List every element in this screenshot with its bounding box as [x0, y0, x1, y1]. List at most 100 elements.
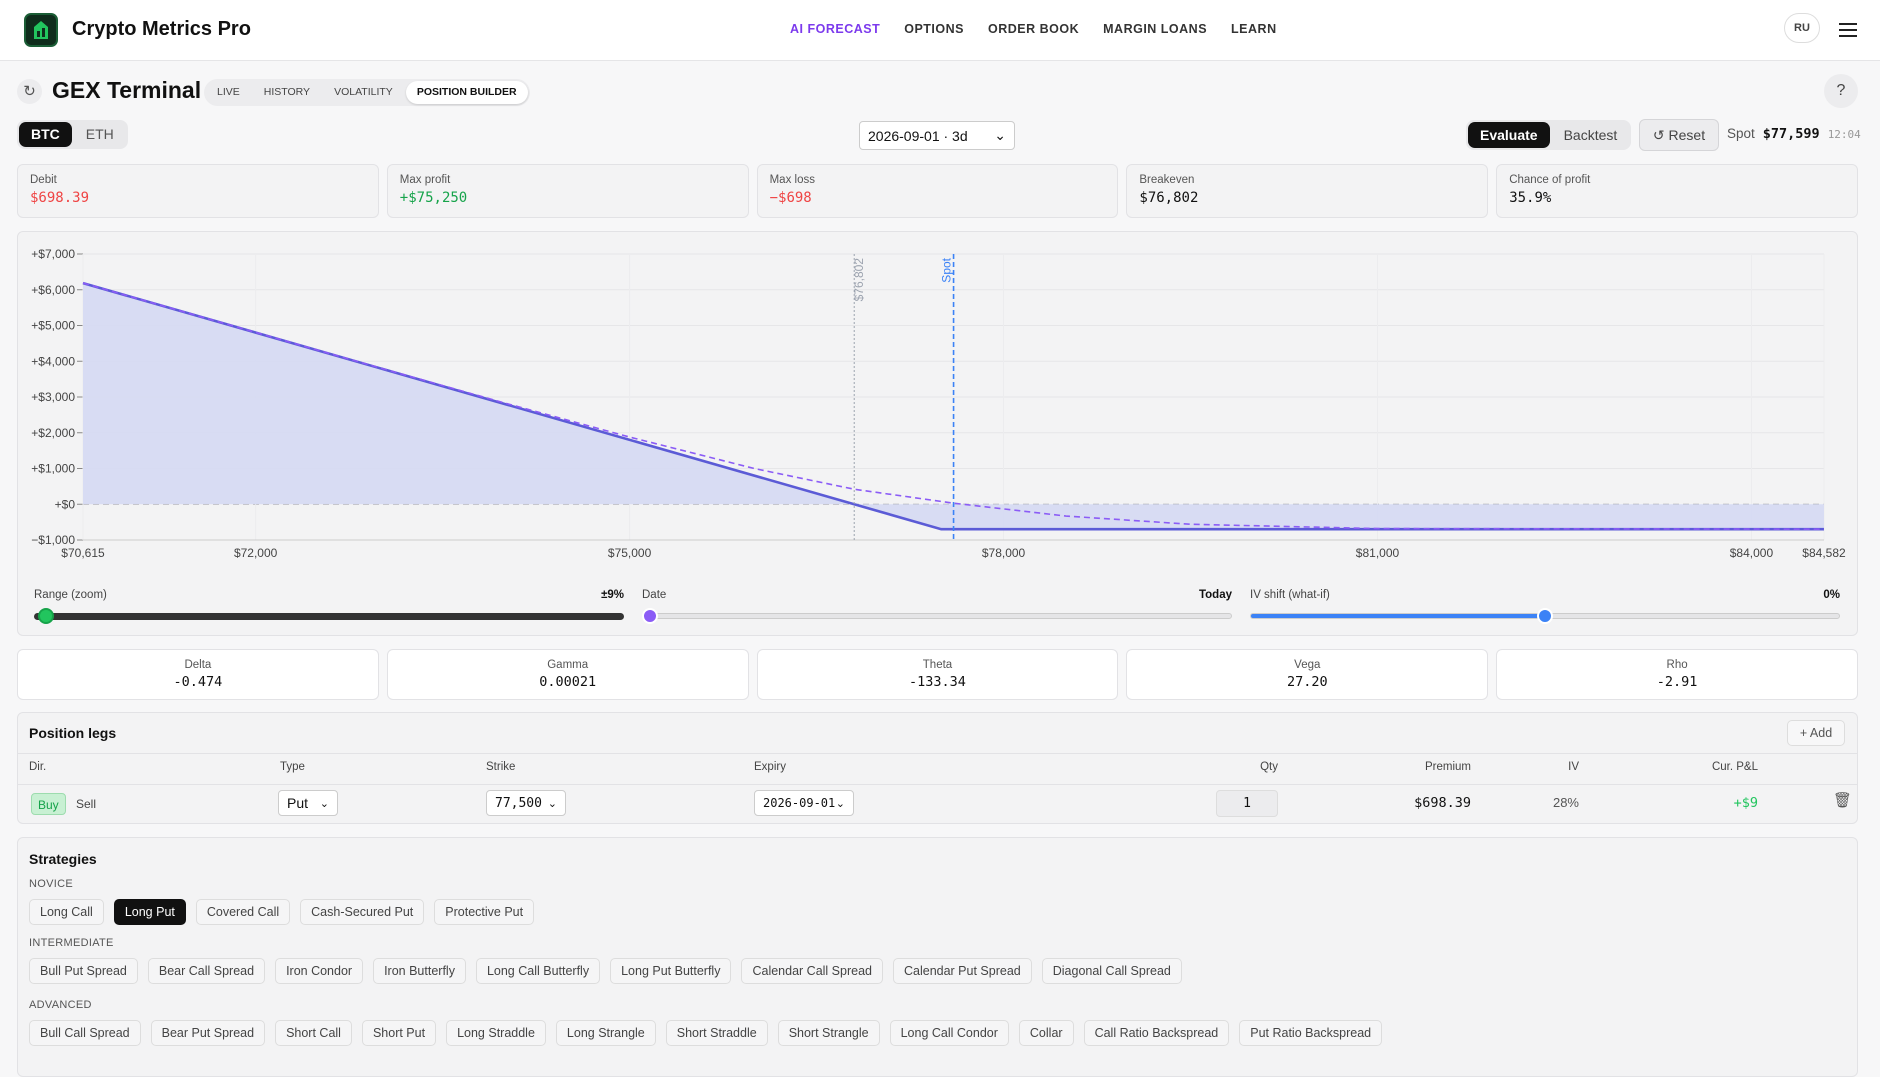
greek-label: Rho: [1666, 659, 1688, 671]
type-select[interactable]: Put ⌄: [278, 790, 338, 816]
reset-button[interactable]: ↺ Reset: [1639, 119, 1719, 151]
strategy-button[interactable]: Long Put: [113, 899, 186, 925]
nav-item[interactable]: AI FORECAST: [790, 22, 881, 36]
strategy-button[interactable]: Call Ratio Backspread: [1083, 1020, 1230, 1046]
strategy-button[interactable]: Bear Call Spread: [147, 958, 266, 984]
premium: $698.39: [1414, 795, 1471, 811]
nav-item[interactable]: ORDER BOOK: [988, 22, 1080, 36]
metric-value: $698.39: [30, 190, 90, 206]
slider-label: Range (zoom): [34, 589, 107, 601]
strategy-button[interactable]: Short Put: [361, 1020, 437, 1046]
asset-option[interactable]: BTC: [19, 122, 72, 147]
strike-select[interactable]: 77,500 ⌄: [486, 790, 566, 816]
strategy-button[interactable]: Covered Call: [195, 899, 291, 925]
strategy-button[interactable]: Collar: [1018, 1020, 1074, 1046]
greek-card: Rho -2.91: [1496, 649, 1858, 700]
slider-thumb[interactable]: [38, 608, 54, 624]
mode-option[interactable]: Backtest: [1563, 127, 1618, 143]
column-header: Expiry: [754, 761, 786, 773]
menu-icon[interactable]: [1836, 18, 1860, 42]
strategy-button[interactable]: Long Call Butterfly: [475, 958, 601, 984]
y-tick-label: +$3,000: [31, 390, 75, 404]
strategy-button[interactable]: Diagonal Call Spread: [1041, 958, 1182, 984]
column-header: Qty: [1260, 761, 1278, 773]
nav-item[interactable]: OPTIONS: [904, 22, 964, 36]
metric-card: Max loss −$698: [756, 164, 1119, 218]
nav-item[interactable]: MARGIN LOANS: [1103, 22, 1208, 36]
metric-label: Breakeven: [1139, 174, 1195, 186]
asset-toggle: BTC ETH: [17, 120, 128, 149]
strike-value: 77,500: [495, 795, 542, 811]
asset-option[interactable]: ETH: [85, 126, 114, 142]
strategy-button[interactable]: Calendar Call Spread: [741, 958, 883, 984]
logo[interactable]: [24, 13, 58, 47]
slider-thumb[interactable]: [1537, 608, 1553, 624]
tab[interactable]: POSITION BUILDER: [405, 81, 528, 104]
strategy-button[interactable]: Long Call Condor: [889, 1020, 1009, 1046]
greek-label: Delta: [184, 659, 212, 671]
column-header: Cur. P&L: [1711, 761, 1758, 773]
spot-label: Spot: [1727, 126, 1755, 141]
spot: Spot $77,599 12:04: [1727, 126, 1861, 142]
strategy-button[interactable]: Iron Condor: [275, 958, 364, 984]
mode-option[interactable]: Evaluate: [1468, 122, 1550, 148]
strategy-button[interactable]: Long Straddle: [446, 1020, 546, 1046]
nav-item[interactable]: LEARN: [1231, 22, 1277, 36]
greek-card: Vega 27.20: [1126, 649, 1489, 700]
strategy-button[interactable]: Iron Butterfly: [373, 958, 466, 984]
strategy-button[interactable]: Bull Put Spread: [29, 958, 138, 984]
page-title: GEX Terminal: [52, 77, 202, 103]
metric-card: Max profit +$75,250: [386, 164, 749, 218]
slider-thumb[interactable]: [642, 608, 658, 624]
strategy-button[interactable]: Calendar Put Spread: [892, 958, 1032, 984]
strategy-button[interactable]: Short Call: [275, 1020, 352, 1046]
header-bar: [0, 0, 1880, 61]
refresh-button[interactable]: ↻: [17, 79, 42, 104]
delete-button[interactable]: 🗑: [1833, 792, 1853, 809]
strategy-button[interactable]: Long Strangle: [555, 1020, 656, 1046]
caret: ⌄: [319, 797, 329, 810]
y-tick-label: +$0: [55, 497, 76, 511]
y-tick-label: +$1,000: [31, 462, 75, 476]
strategy-button[interactable]: Protective Put: [434, 899, 535, 925]
y-tick-label: +$6,000: [31, 283, 75, 297]
slider-track[interactable]: [642, 613, 1232, 619]
slider-track[interactable]: [34, 613, 624, 620]
expiry-select[interactable]: 2026-09-01 · 3d ⌄: [859, 121, 1015, 150]
qty-input[interactable]: 1: [1216, 790, 1278, 817]
strategy-button[interactable]: Bear Put Spread: [150, 1020, 266, 1046]
strategy-button[interactable]: Bull Call Spread: [29, 1020, 141, 1046]
strategy-button[interactable]: Put Ratio Backspread: [1239, 1020, 1383, 1046]
metric-label: Max loss: [769, 174, 815, 186]
x-tick-label: $81,000: [1356, 546, 1400, 560]
expiry-select[interactable]: 2026-09-01 ⌄: [754, 790, 854, 816]
dir-option[interactable]: Buy: [31, 793, 66, 815]
add-label: Add: [1809, 726, 1833, 740]
iv: 28%: [1552, 795, 1579, 810]
y-tick-label: +$4,000: [31, 354, 75, 368]
type-value: Put: [287, 795, 309, 811]
strategy-button[interactable]: Cash-Secured Put: [300, 899, 425, 925]
payoff-chart: −$1,000 +$0 +$1,000 +$2,000 +$3,000 +$4,000 +$…: [31, 247, 1846, 560]
tab[interactable]: HISTORY: [263, 86, 311, 98]
tab[interactable]: LIVE: [217, 86, 240, 98]
slider-label: Date: [642, 589, 667, 601]
strategy-button[interactable]: Long Call: [29, 899, 104, 925]
metric-label: Max profit: [399, 174, 451, 186]
dir-option[interactable]: Sell: [76, 797, 97, 811]
metric-value: −$698: [769, 190, 812, 206]
tab[interactable]: VOLATILITY: [334, 86, 393, 98]
strategy-button[interactable]: Long Put Butterfly: [610, 958, 732, 984]
metric-value: 35.9%: [1509, 190, 1552, 206]
group-label: ADVANCED: [29, 999, 92, 1011]
help-button[interactable]: ?: [1824, 74, 1858, 108]
legs-divider: [17, 753, 1858, 754]
add-button[interactable]: + Add: [1787, 720, 1845, 746]
strategy-button[interactable]: Short Strangle: [777, 1020, 880, 1046]
lang-button[interactable]: RU: [1784, 13, 1820, 43]
strategy-button[interactable]: Short Straddle: [665, 1020, 768, 1046]
slider-value: ±9%: [601, 589, 624, 601]
metric-card: Breakeven $76,802: [1126, 164, 1489, 218]
metric-value: +$75,250: [399, 190, 468, 206]
